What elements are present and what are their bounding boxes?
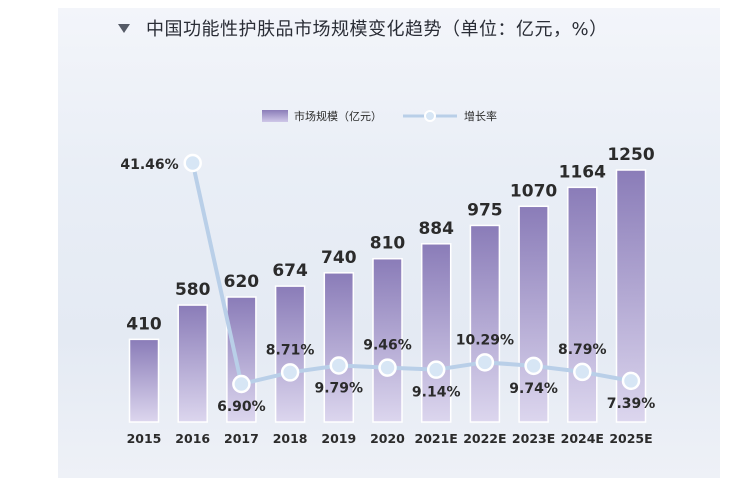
- growth-rate-label: 41.46%: [120, 157, 178, 173]
- growth-point: [280, 363, 300, 382]
- legend-line-marker: [424, 110, 436, 122]
- growth-point: [621, 371, 641, 391]
- x-tick-label: 2025E: [609, 431, 652, 446]
- bar-value-label: 580: [175, 280, 211, 300]
- growth-point: [232, 374, 251, 394]
- growth-line: [190, 162, 632, 386]
- bar: [177, 304, 208, 423]
- growth-point: [329, 356, 349, 375]
- bar: [567, 186, 598, 423]
- chart-header: 中国功能性护肤品市场规模变化趋势（单位：亿元，%）: [70, 10, 710, 46]
- caret-down-icon: [118, 23, 130, 33]
- x-tick-label: 2018: [273, 431, 308, 446]
- bar: [274, 285, 306, 423]
- bar-value-label: 975: [467, 200, 503, 220]
- bar-value-label: 410: [126, 314, 162, 334]
- x-tick-label: 2019: [321, 431, 356, 446]
- x-tick-label: 2017: [224, 431, 259, 446]
- growth-rate-label: 6.90%: [217, 399, 266, 415]
- growth-point: [426, 360, 446, 379]
- bar-value-label: 620: [224, 272, 260, 292]
- growth-rate-label: 9.74%: [509, 381, 558, 397]
- bar-value-label: 740: [321, 248, 357, 268]
- bar: [420, 243, 452, 423]
- bar: [372, 257, 403, 423]
- bar-value-label: 674: [272, 261, 308, 281]
- growth-rate-label: 7.39%: [607, 396, 656, 412]
- x-tick-label: 2016: [175, 431, 210, 446]
- x-tick-label: 2020: [370, 431, 405, 446]
- x-tick-label: 2021E: [415, 431, 458, 446]
- growth-rate-label: 9.46%: [363, 338, 412, 354]
- legend-bar-swatch: [262, 110, 288, 122]
- bar: [226, 296, 257, 423]
- legend-bar-label: 市场规模（亿元）: [294, 109, 382, 123]
- growth-point: [524, 356, 543, 376]
- x-tick-label: 2023E: [512, 431, 555, 446]
- growth-rate-label: 8.71%: [266, 342, 315, 358]
- legend-line-label: 增长率: [464, 109, 497, 123]
- growth-rate-label: 10.29%: [456, 332, 514, 348]
- growth-point: [573, 362, 592, 382]
- x-tick-label: 2022E: [463, 431, 506, 446]
- growth-point: [378, 358, 397, 377]
- growth-point: [183, 153, 202, 173]
- bar-value-label: 1070: [510, 181, 557, 201]
- bar: [128, 338, 160, 423]
- bar-value-label: 884: [418, 219, 454, 239]
- growth-rate-label: 8.79%: [558, 342, 607, 358]
- growth-rate-label: 9.79%: [315, 381, 364, 397]
- bar-value-label: 1164: [559, 162, 606, 182]
- bar: [518, 205, 549, 423]
- growth-point: [475, 353, 495, 372]
- legend: 市场规模（亿元） 增长率: [262, 109, 497, 123]
- bar: [323, 272, 355, 423]
- chart-title: 中国功能性护肤品市场规模变化趋势（单位：亿元，%）: [146, 19, 608, 40]
- bar-value-label: 1250: [607, 145, 654, 165]
- growth-rate-label: 9.14%: [412, 385, 461, 401]
- bar-value-label: 810: [370, 234, 406, 254]
- x-tick-label: 2024E: [561, 431, 604, 446]
- x-tick-label: 2015: [127, 431, 162, 446]
- bar: [469, 224, 501, 423]
